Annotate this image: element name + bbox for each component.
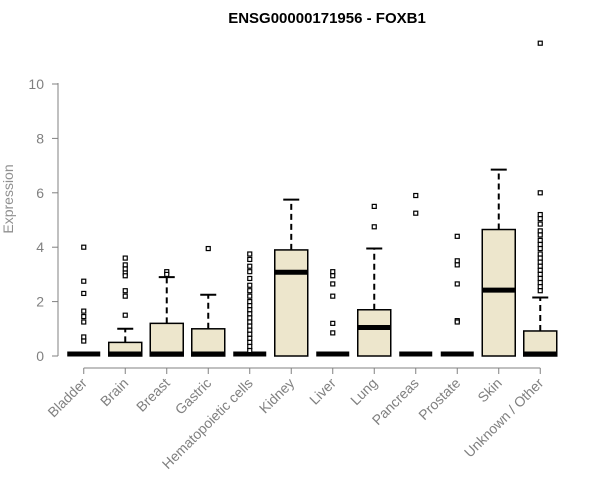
outlier-point: [537, 271, 543, 277]
y-tick-label: 6: [36, 185, 44, 201]
outlier-point: [537, 228, 543, 234]
outlier-point: [247, 303, 253, 309]
outlier-point: [537, 237, 543, 243]
outlier-point: [247, 293, 253, 299]
outlier-point: [537, 241, 543, 248]
outlier-point: [247, 327, 253, 333]
outlier-point: [537, 263, 543, 269]
outlier-point: [454, 233, 460, 239]
outlier-point: [247, 275, 253, 282]
x-tick-label: Brain: [97, 375, 131, 409]
outlier-point: [537, 279, 543, 286]
y-tick-label: 0: [36, 348, 44, 364]
outlier-point: [247, 335, 253, 341]
outlier-point: [371, 224, 377, 230]
outlier-point: [537, 267, 543, 273]
outlier-point: [247, 343, 253, 350]
chart-title: ENSG00000171956 - FOXB1: [228, 10, 426, 27]
outlier-point: [454, 281, 460, 287]
outlier-point: [413, 210, 419, 216]
outlier-point: [247, 347, 253, 354]
outlier-point: [205, 245, 211, 252]
y-tick-label: 2: [36, 294, 44, 310]
outlier-point: [454, 319, 460, 325]
outlier-point: [247, 256, 253, 263]
outlier-point: [330, 330, 336, 336]
outlier-point: [537, 275, 543, 282]
outlier-point: [537, 251, 543, 257]
outlier-point: [247, 311, 253, 317]
outlier-point: [330, 281, 336, 287]
outlier-point: [537, 211, 543, 218]
outlier-point: [537, 284, 543, 290]
outlier-point: [537, 245, 543, 252]
y-tick-label: 8: [36, 130, 44, 146]
outlier-point: [330, 320, 336, 326]
outlier-point: [122, 273, 128, 279]
x-tick-label: Bladder: [44, 375, 90, 421]
outlier-point: [537, 288, 543, 294]
y-tick-label: 4: [36, 239, 44, 255]
x-tick-label: Prostate: [415, 375, 463, 423]
box: [274, 249, 309, 357]
outlier-point: [81, 338, 87, 344]
outlier-point: [330, 293, 336, 299]
x-tick-label: Unknown / Other: [461, 375, 547, 461]
outlier-point: [247, 299, 253, 305]
box: [191, 328, 226, 357]
y-axis-label: Expression: [0, 164, 16, 233]
outlier-point: [81, 334, 87, 340]
outlier-point: [81, 244, 87, 250]
box: [357, 309, 392, 357]
outlier-point: [247, 269, 253, 275]
outlier-point: [454, 258, 460, 264]
outlier-point: [537, 255, 543, 261]
outlier-point: [81, 308, 87, 314]
outlier-point: [247, 339, 253, 345]
outlier-point: [537, 40, 543, 46]
x-tick-label: Liver: [306, 375, 339, 408]
outlier-point: [537, 190, 543, 196]
x-tick-label: Kidney: [256, 375, 298, 417]
outlier-point: [247, 251, 253, 257]
outlier-point: [247, 263, 253, 269]
x-tick-label: Skin: [474, 375, 505, 406]
outlier-point: [122, 262, 128, 268]
outlier-point: [122, 255, 128, 261]
outlier-point: [247, 315, 253, 321]
outlier-point: [537, 259, 543, 265]
y-tick-label: 10: [28, 76, 44, 92]
outlier-point: [371, 203, 377, 209]
outlier-point: [537, 216, 543, 222]
outlier-point: [81, 313, 87, 320]
box: [481, 228, 516, 357]
x-tick-label: Lung: [347, 375, 380, 408]
outlier-point: [454, 262, 460, 268]
outlier-point: [164, 271, 170, 277]
outlier-point: [413, 192, 419, 199]
outlier-point: [122, 266, 128, 272]
x-tick-label: Breast: [133, 375, 173, 415]
outlier-point: [247, 282, 253, 288]
outlier-point: [537, 221, 543, 227]
outlier-point: [122, 288, 128, 294]
outlier-point: [537, 232, 543, 238]
outlier-point: [81, 290, 87, 297]
outlier-point: [247, 331, 253, 337]
outlier-point: [122, 312, 128, 318]
outlier-point: [81, 278, 87, 284]
outlier-point: [122, 293, 128, 299]
box: [149, 322, 184, 357]
outlier-point: [81, 319, 87, 325]
outlier-point: [247, 319, 253, 325]
outlier-point: [247, 288, 253, 294]
outlier-point: [247, 307, 253, 313]
outlier-point: [330, 273, 336, 279]
outlier-point: [247, 323, 253, 329]
outlier-point: [330, 269, 336, 275]
